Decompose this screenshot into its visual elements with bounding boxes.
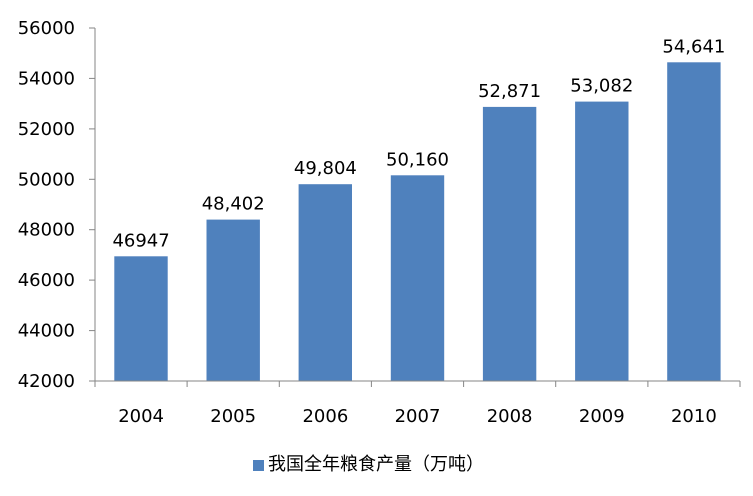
x-tick-label-2010: 2010 [671, 406, 717, 427]
bar-2006 [298, 184, 352, 381]
data-label-2004: 46947 [112, 230, 169, 251]
y-tick-label-56000: 56000 [18, 18, 75, 39]
data-label-2005: 48,402 [202, 194, 265, 215]
bar-2010 [667, 62, 721, 382]
legend: 我国全年粮食产量（万吨） [253, 454, 484, 475]
y-tick-label-50000: 50000 [18, 169, 75, 190]
bar-2008 [482, 106, 537, 382]
data-label-2006: 49,804 [294, 158, 357, 179]
x-tick-label-2009: 2009 [579, 406, 625, 427]
axes-layer [89, 27, 741, 387]
bar-2009 [575, 101, 629, 381]
x-tick-label-2008: 2008 [487, 406, 533, 427]
y-tick-label-52000: 52000 [18, 119, 75, 140]
data-label-2008: 52,871 [478, 81, 541, 102]
labels-layer: 46947 2004 48,402 2005 49,804 2006 50,160 2007 5… [18, 18, 726, 427]
x-tick-label-2005: 2005 [210, 406, 256, 427]
bars-layer [114, 62, 721, 382]
data-label-2010: 54,641 [662, 36, 725, 57]
bar-2007 [390, 175, 445, 381]
y-tick-label-42000: 42000 [18, 371, 75, 392]
y-tick-label-54000: 54000 [18, 68, 75, 89]
bar-2005 [206, 219, 260, 381]
legend-label: 我国全年粮食产量（万吨） [268, 454, 484, 475]
y-tick-label-48000: 48000 [18, 220, 75, 241]
y-tick-label-46000: 46000 [18, 270, 75, 291]
legend-swatch [253, 460, 264, 471]
data-label-2007: 50,160 [386, 149, 449, 170]
x-tick-label-2004: 2004 [118, 406, 164, 427]
x-tick-label-2007: 2007 [395, 406, 441, 427]
bar-2004 [114, 256, 168, 381]
data-label-2009: 53,082 [570, 76, 633, 97]
x-tick-label-2006: 2006 [302, 406, 348, 427]
y-tick-label-44000: 44000 [18, 321, 75, 342]
